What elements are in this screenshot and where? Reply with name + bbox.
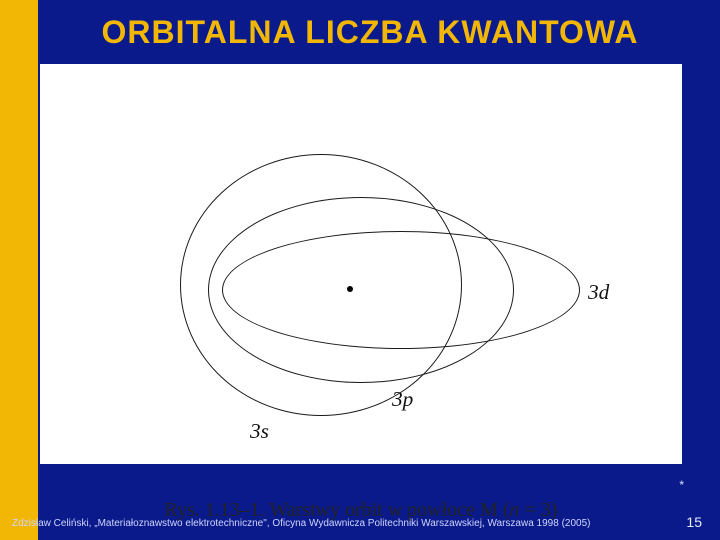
accent-bar <box>0 0 38 540</box>
orbit-3d <box>222 231 580 349</box>
citation-text: Zdzisław Celiński, „Materiałoznawstwo el… <box>12 518 660 530</box>
slide: ORBITALNA LICZBA KWANTOWA 3s 3p 3d Rys. … <box>0 0 720 540</box>
figure-panel: 3s 3p 3d Rys. 1.13–1. Warstwy orbit w po… <box>40 64 682 464</box>
label-3p: 3p <box>392 387 413 412</box>
footnote-asterisk: * <box>679 478 684 492</box>
page-number: 15 <box>686 514 702 530</box>
label-3d: 3d <box>588 280 609 305</box>
slide-title: ORBITALNA LICZBA KWANTOWA <box>60 14 680 51</box>
label-3s: 3s <box>250 419 269 444</box>
